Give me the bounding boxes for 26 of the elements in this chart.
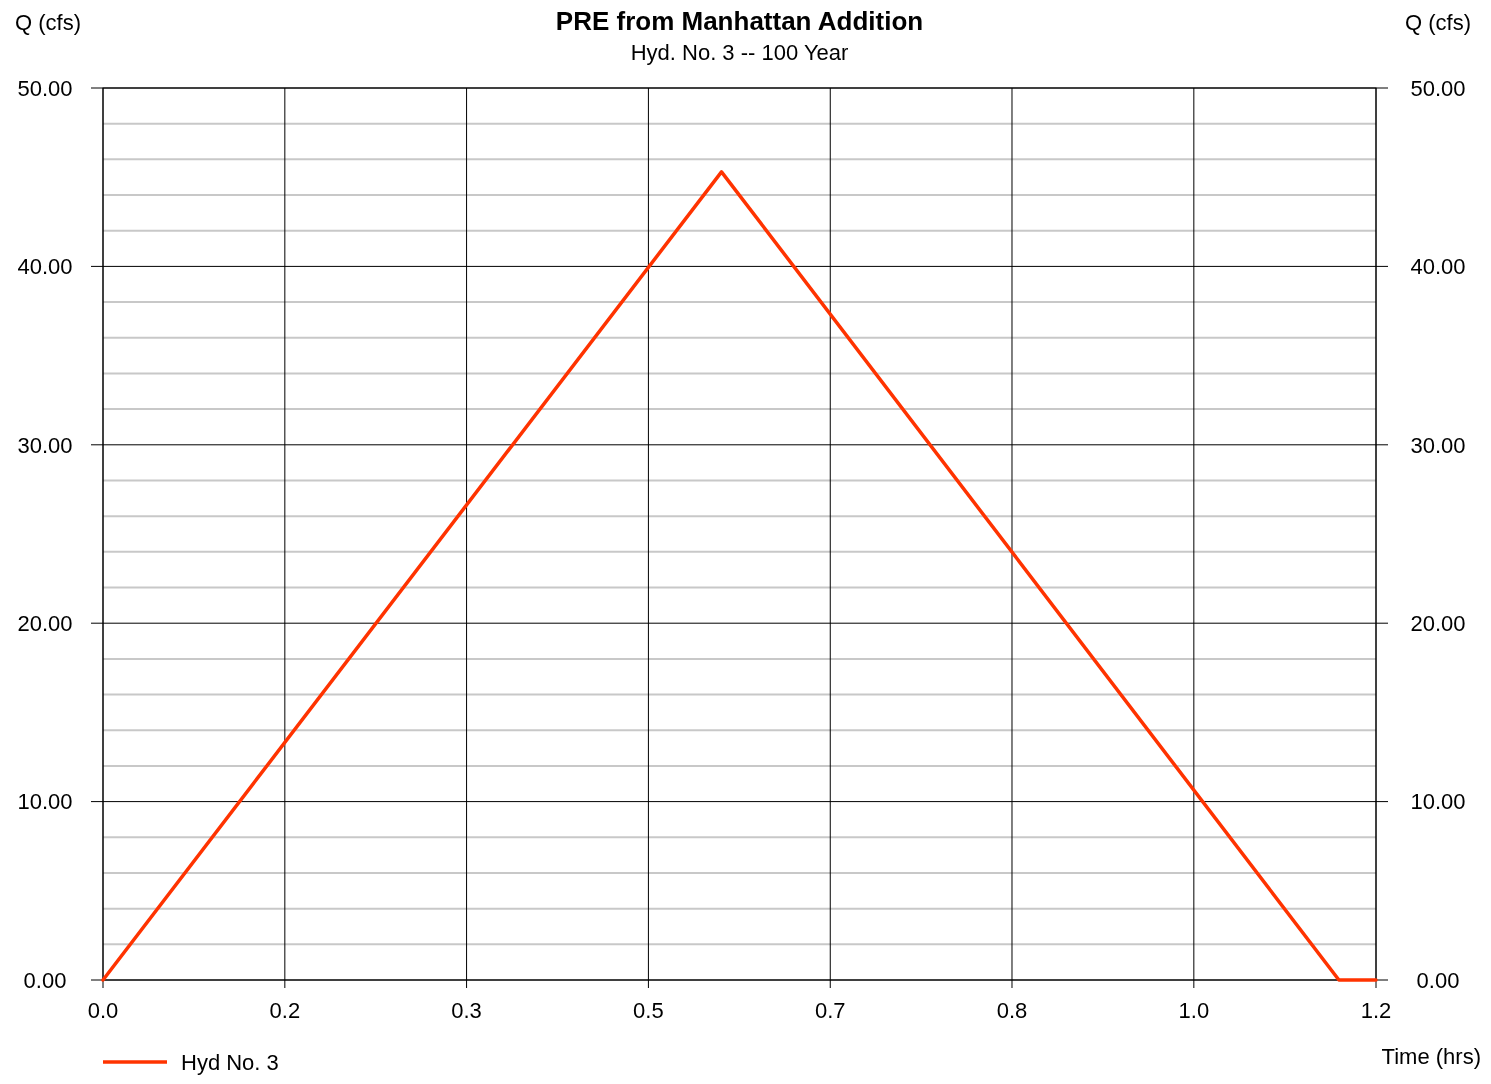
x-tick-label: 0.7 [814, 998, 846, 1023]
y-tick-label: 30.00 [17, 432, 73, 458]
chart-subtitle: Hyd. No. 3 -- 100 Year [630, 40, 849, 65]
x-tick-label: 0.8 [996, 998, 1028, 1023]
y2-tick-label: 10.00 [1410, 789, 1466, 815]
x-tick-label: 1.0 [1178, 998, 1210, 1023]
y2-axis-title: Q (cfs) [1405, 10, 1471, 35]
y2-tick-label: 30.00 [1410, 432, 1466, 458]
y-axis-title: Q (cfs) [15, 10, 81, 35]
y-tick-label: 10.00 [17, 789, 73, 815]
x-tick-label: 0.5 [633, 998, 664, 1023]
x-tick-label: 0.0 [87, 998, 119, 1023]
y2-tick-label: 40.00 [1410, 254, 1466, 280]
y-tick-label: 50.00 [17, 75, 73, 101]
x-tick-label: 0.2 [269, 998, 301, 1023]
y-tick-label: 0.00 [23, 967, 67, 993]
y-tick-label: 40.00 [17, 254, 73, 280]
y2-tick-label: 50.00 [1410, 75, 1466, 101]
x-axis-title: Time (hrs) [1381, 1044, 1481, 1069]
x-tick-label: 1.2 [1360, 998, 1392, 1023]
legend-label: Hyd No. 3 [181, 1050, 279, 1075]
y2-tick-label: 0.00 [1416, 967, 1460, 993]
x-tick-label: 0.3 [451, 998, 482, 1023]
y2-tick-label: 20.00 [1410, 610, 1466, 636]
chart-title: PRE from Manhattan Addition [555, 6, 924, 36]
y-tick-label: 20.00 [17, 610, 73, 636]
